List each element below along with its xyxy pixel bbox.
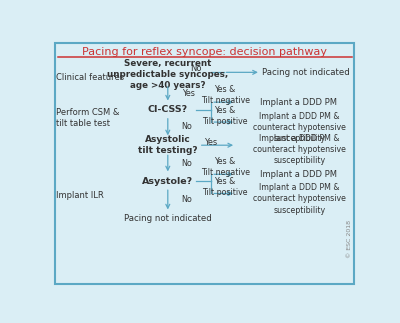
Text: Pacing not indicated: Pacing not indicated — [262, 68, 350, 77]
Text: Yes &
Tilt negative: Yes & Tilt negative — [201, 157, 250, 177]
Text: Clinical features: Clinical features — [56, 73, 124, 82]
Text: No: No — [190, 64, 202, 73]
Text: Severe, recurrent
unpredictable syncopes,
age >40 years?: Severe, recurrent unpredictable syncopes… — [107, 59, 228, 90]
Text: © ESC 2018: © ESC 2018 — [347, 220, 352, 258]
Text: Implant a DDD PM &
counteract hypotensive
susceptibility: Implant a DDD PM & counteract hypotensiv… — [253, 112, 346, 143]
Text: No: No — [181, 195, 192, 204]
Text: Pacing not indicated: Pacing not indicated — [124, 214, 212, 223]
Text: Yes: Yes — [205, 138, 218, 147]
Text: Implant ILR: Implant ILR — [56, 191, 104, 200]
Text: No: No — [181, 159, 192, 168]
FancyBboxPatch shape — [55, 43, 354, 284]
Text: Implant a DDD PM &
counteract hypotensive
susceptibility: Implant a DDD PM & counteract hypotensiv… — [253, 183, 346, 214]
Text: Pacing for reflex syncope: decision pathway: Pacing for reflex syncope: decision path… — [82, 47, 328, 57]
Text: Implant a DDD PM: Implant a DDD PM — [260, 98, 336, 107]
Text: Yes &
Tilt negative: Yes & Tilt negative — [201, 85, 250, 105]
Text: Yes &
Tilt positive: Yes & Tilt positive — [202, 177, 248, 197]
Text: No: No — [181, 122, 192, 131]
Text: Asystolic
tilt testing?: Asystolic tilt testing? — [138, 135, 198, 155]
Text: Yes: Yes — [182, 89, 195, 98]
Text: Perform CSM &
tilt table test: Perform CSM & tilt table test — [56, 108, 120, 129]
Text: Yes &
Tilt positive: Yes & Tilt positive — [202, 106, 248, 126]
Text: CI-CSS?: CI-CSS? — [148, 105, 188, 114]
Text: Implant a DDD PM &
counteract hypotensive
susceptibility: Implant a DDD PM & counteract hypotensiv… — [253, 134, 346, 165]
Text: Implant a DDD PM: Implant a DDD PM — [260, 170, 336, 179]
Text: Asystole?: Asystole? — [142, 177, 193, 185]
